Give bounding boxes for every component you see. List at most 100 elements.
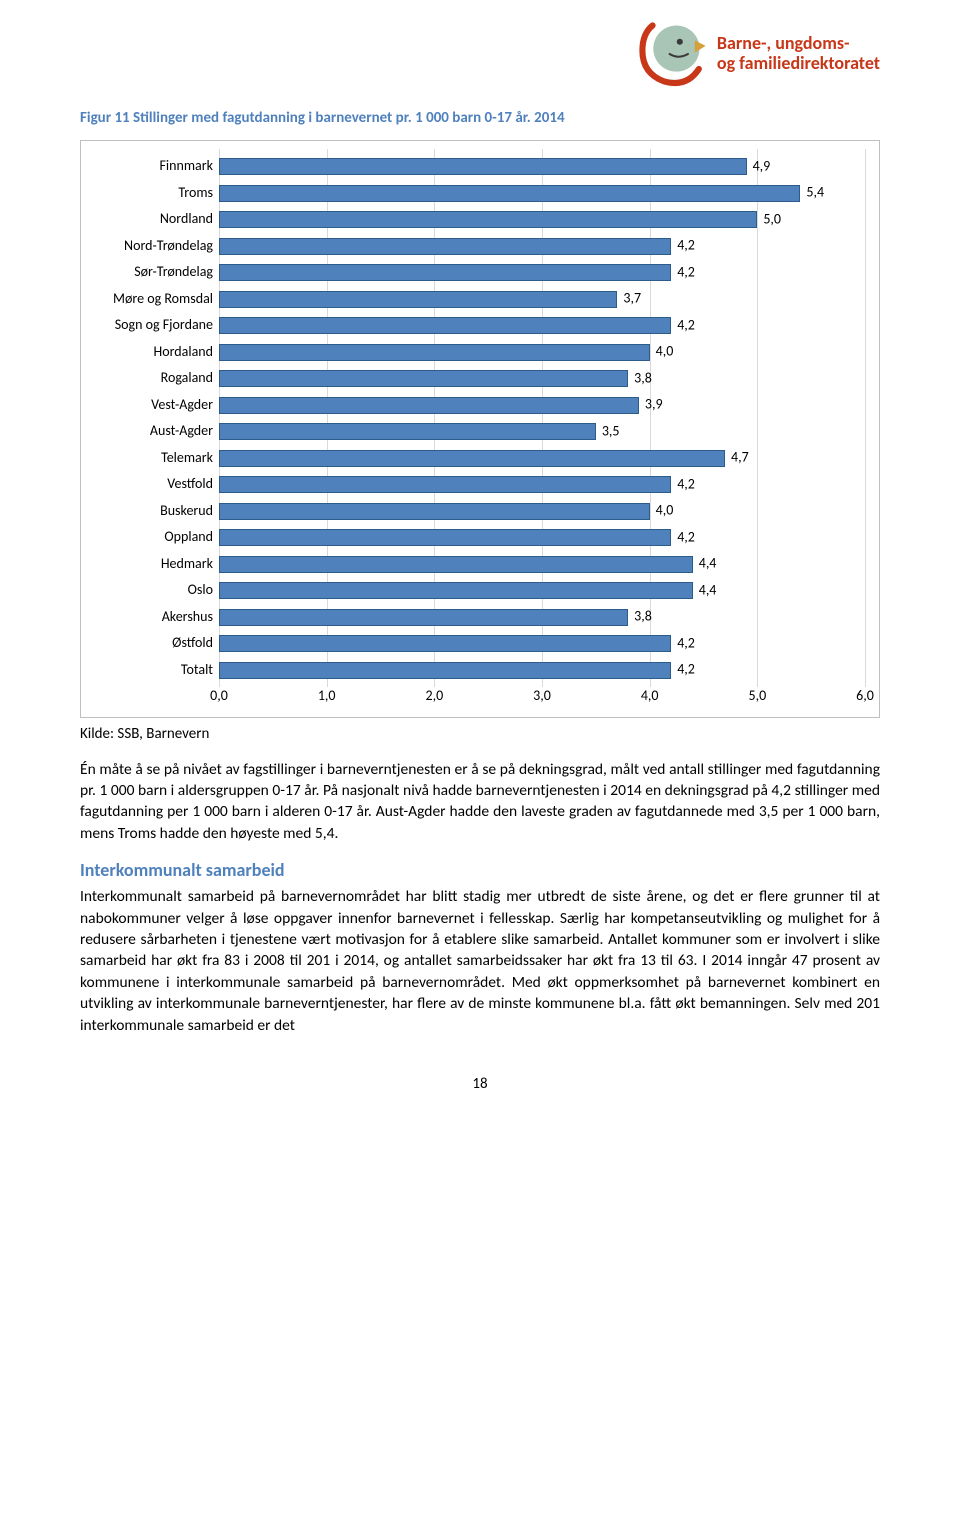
bar-value-label: 4,7	[731, 449, 749, 468]
plot-area: Finnmark4,9Troms5,4Nordland5,0Nord-Trønd…	[95, 153, 865, 683]
axis-ticks: 0,01,02,03,04,05,06,0	[219, 687, 865, 707]
axis-tick: 5,0	[748, 687, 766, 706]
logo-text: Barne-, ungdoms- og familiedirektoratet	[717, 34, 880, 74]
bar	[219, 609, 628, 626]
bar-value-label: 4,2	[677, 316, 695, 335]
chart-row: Aust-Agder 3,5	[95, 418, 865, 445]
category-label: Hedmark	[95, 555, 219, 574]
bufdir-logo-icon	[639, 20, 707, 88]
bar	[219, 503, 650, 520]
chart-row: Østfold 4,2	[95, 630, 865, 657]
bar	[219, 582, 693, 599]
chart-row: Rogaland3,8	[95, 365, 865, 392]
figure-title: Figur 11 Stillinger med fagutdanning i b…	[80, 108, 880, 128]
chart-row: Oppland 4,2	[95, 524, 865, 551]
category-label: Møre og Romsdal	[95, 290, 219, 309]
axis-tick: 1,0	[318, 687, 336, 706]
bar	[219, 397, 639, 414]
bar-value-label: 3,9	[645, 396, 663, 415]
bar-area: 4,7	[219, 445, 865, 472]
bar-value-label: 5,0	[763, 210, 781, 229]
bar-value-label: 4,2	[677, 634, 695, 653]
bar-area: 4,2	[219, 259, 865, 286]
bar-area: 3,8	[219, 365, 865, 392]
paragraph-1: Én måte å se på nivået av fagstillinger …	[80, 759, 880, 845]
bar-value-label: 3,8	[634, 369, 652, 388]
category-label: Finnmark	[95, 157, 219, 176]
bar-value-label: 4,4	[699, 581, 717, 600]
category-label: Vest-Agder	[95, 396, 219, 415]
category-label: Hordaland	[95, 343, 219, 362]
category-label: Sogn og Fjordane	[95, 316, 219, 335]
bar-area: 4,4	[219, 551, 865, 578]
logo-line2: og familiedirektoratet	[717, 54, 880, 74]
bar-area: 4,9	[219, 153, 865, 180]
chart-row: Telemark4,7	[95, 445, 865, 472]
bar	[219, 370, 628, 387]
category-label: Oppland	[95, 528, 219, 547]
bar-value-label: 4,0	[656, 502, 674, 521]
category-label: Sør-Trøndelag	[95, 263, 219, 282]
chart-row: Akershus3,8	[95, 604, 865, 631]
bars-holder: Finnmark4,9Troms5,4Nordland5,0Nord-Trønd…	[95, 153, 865, 683]
chart-row: Hedmark4,4	[95, 551, 865, 578]
bar-value-label: 3,8	[634, 608, 652, 627]
category-label: Nord-Trøndelag	[95, 237, 219, 256]
bar-area: 3,5	[219, 418, 865, 445]
logo-block: Barne-, ungdoms- og familiedirektoratet	[639, 20, 880, 88]
bar	[219, 529, 671, 546]
bar-value-label: 3,5	[602, 422, 620, 441]
chart-row: Finnmark 4,9	[95, 153, 865, 180]
bar	[219, 450, 725, 467]
bar-value-label: 4,2	[677, 475, 695, 494]
axis-tick: 2,0	[425, 687, 443, 706]
bar-value-label: 4,2	[677, 263, 695, 282]
bar-area: 3,7	[219, 286, 865, 313]
chart-row: Nordland5,0	[95, 206, 865, 233]
bar-value-label: 3,7	[623, 290, 641, 309]
category-label: Aust-Agder	[95, 422, 219, 441]
bar-area: 4,2	[219, 471, 865, 498]
source-text: Kilde: SSB, Barnevern	[80, 724, 880, 744]
category-label: Buskerud	[95, 502, 219, 521]
category-label: Østfold	[95, 634, 219, 653]
axis-tick: 6,0	[856, 687, 874, 706]
bar-value-label: 4,2	[677, 661, 695, 680]
chart-row: Nord-Trøndelag 4,2	[95, 233, 865, 260]
bar	[219, 423, 596, 440]
page-header: Barne-, ungdoms- og familiedirektoratet	[80, 20, 880, 88]
bar-value-label: 4,2	[677, 528, 695, 547]
page-number: 18	[80, 1074, 880, 1094]
category-label: Troms	[95, 184, 219, 203]
x-axis: 0,01,02,03,04,05,06,0	[95, 687, 865, 707]
bar-value-label: 4,9	[753, 157, 771, 176]
chart-row: Troms5,4	[95, 180, 865, 207]
bar	[219, 662, 671, 679]
bar-area: 4,2	[219, 233, 865, 260]
bar-value-label: 4,0	[656, 343, 674, 362]
bar	[219, 635, 671, 652]
bar-chart: Finnmark4,9Troms5,4Nordland5,0Nord-Trønd…	[80, 140, 880, 718]
bar-area: 4,0	[219, 498, 865, 525]
bar-area: 5,4	[219, 180, 865, 207]
bar	[219, 344, 650, 361]
chart-row: Totalt4,2	[95, 657, 865, 684]
bar-area: 4,0	[219, 339, 865, 366]
bar	[219, 185, 800, 202]
section-heading: Interkommunalt samarbeid	[80, 858, 880, 882]
bar-value-label: 4,2	[677, 237, 695, 256]
bar-area: 3,8	[219, 604, 865, 631]
bar	[219, 556, 693, 573]
bar-area: 4,2	[219, 312, 865, 339]
bar	[219, 317, 671, 334]
bar	[219, 158, 747, 175]
bar-area: 4,2	[219, 657, 865, 684]
bar-area: 5,0	[219, 206, 865, 233]
bar	[219, 291, 617, 308]
category-label: Vestfold	[95, 475, 219, 494]
category-label: Oslo	[95, 581, 219, 600]
bar-area: 4,4	[219, 577, 865, 604]
bar	[219, 238, 671, 255]
chart-row: Vestfold 4,2	[95, 471, 865, 498]
chart-row: Oslo 4,4	[95, 577, 865, 604]
